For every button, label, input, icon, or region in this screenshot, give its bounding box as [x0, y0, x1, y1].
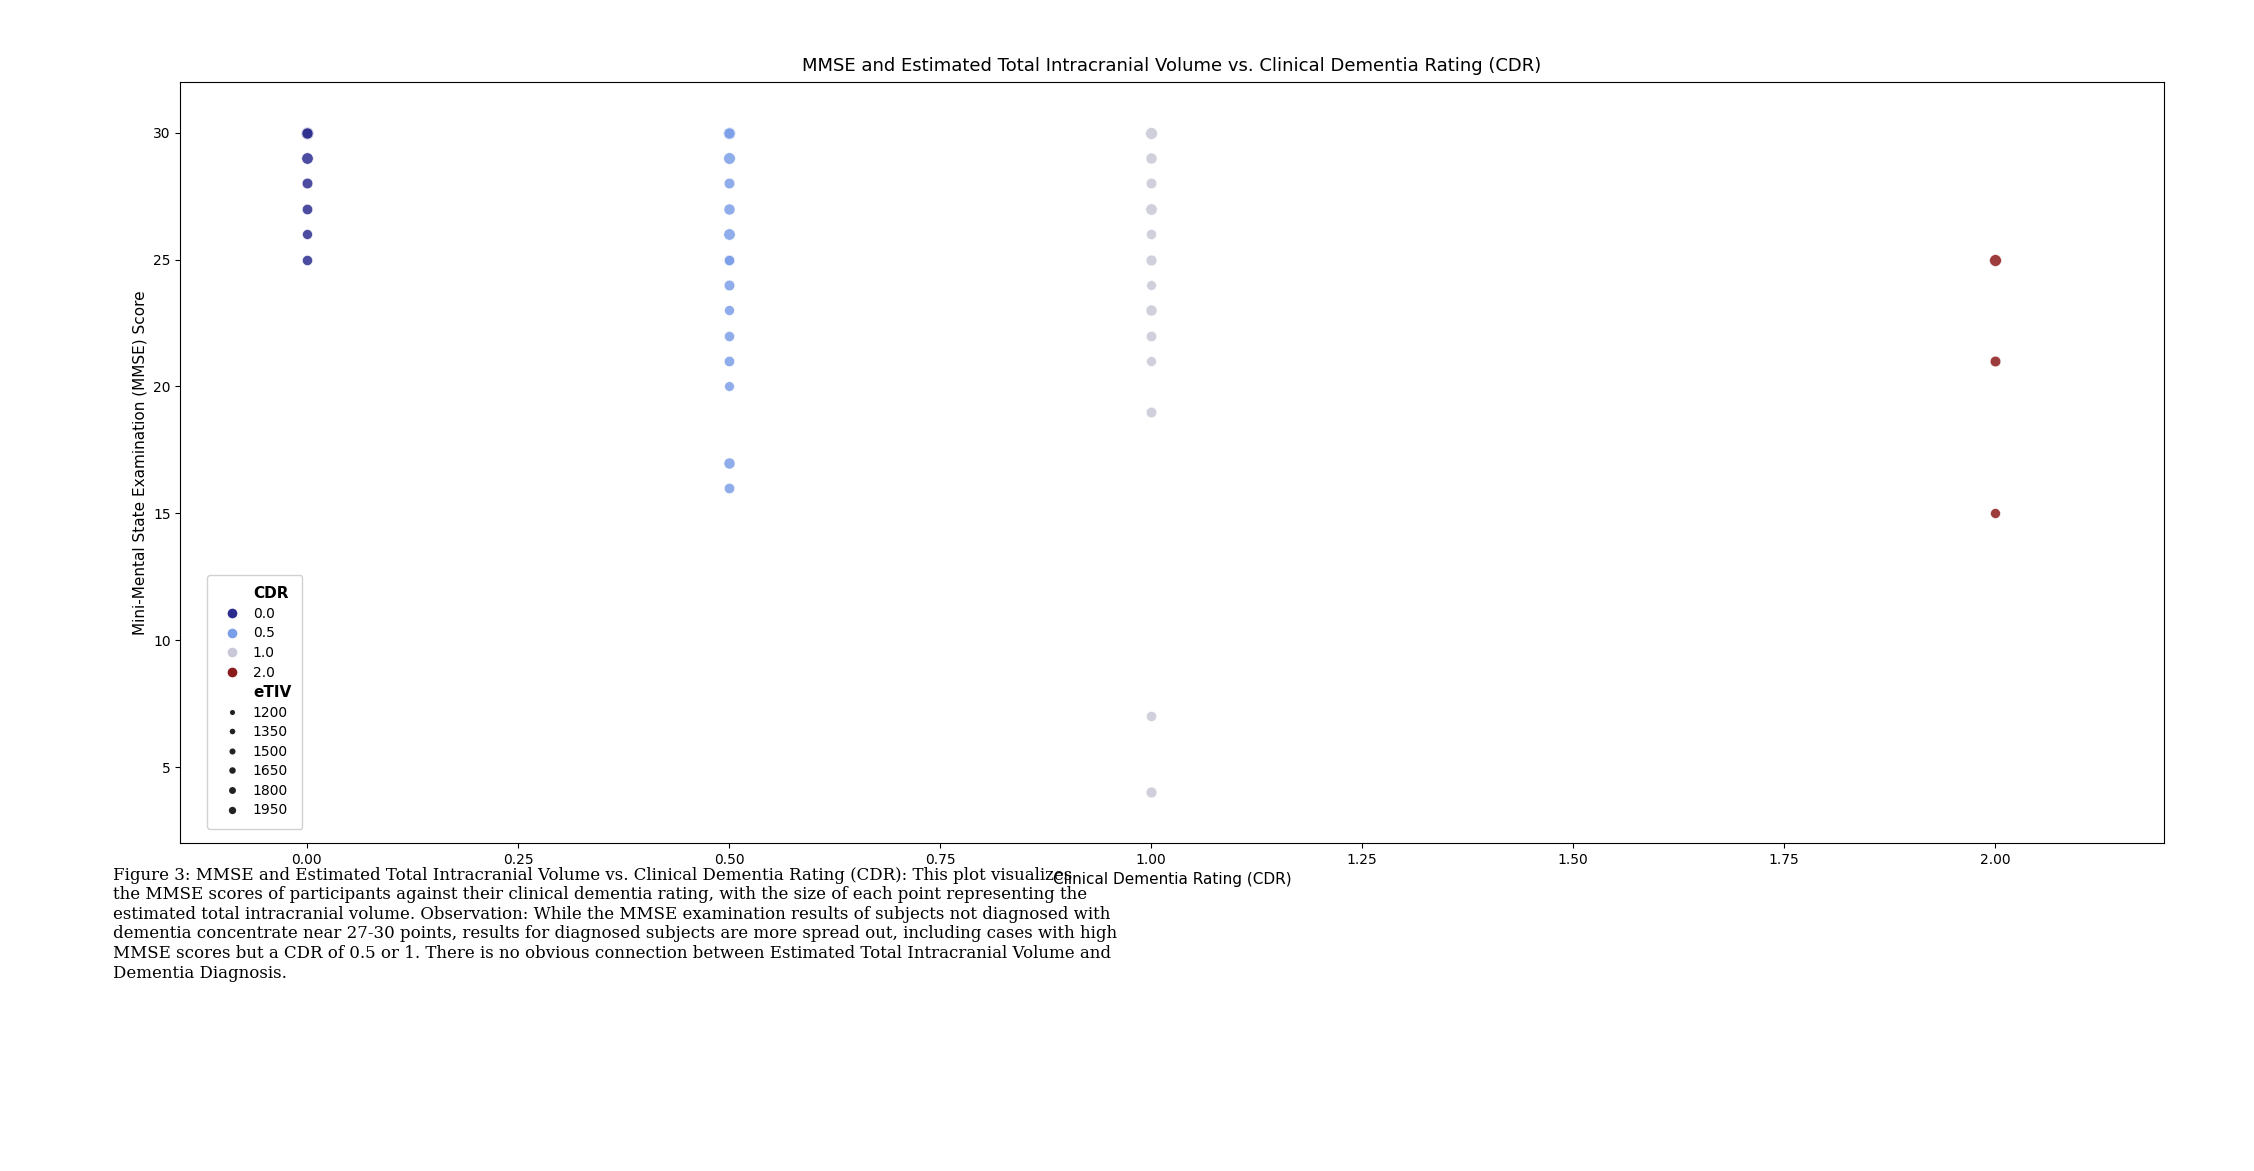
Point — [710, 377, 746, 396]
Point — [1134, 123, 1170, 142]
Point — [710, 123, 746, 142]
Point — [1134, 225, 1170, 244]
Point — [1134, 251, 1170, 269]
Text: Figure 3: MMSE and Estimated Total Intracranial Volume vs. Clinical Dementia Rat: Figure 3: MMSE and Estimated Total Intra… — [113, 867, 1116, 981]
Point — [710, 453, 746, 472]
Point — [289, 123, 325, 142]
Point — [1977, 351, 2013, 370]
Point — [710, 123, 746, 142]
Y-axis label: Mini-Mental State Examination (MMSE) Score: Mini-Mental State Examination (MMSE) Sco… — [133, 290, 147, 635]
Point — [710, 174, 746, 193]
Point — [289, 199, 325, 218]
Point — [1134, 174, 1170, 193]
Point — [1134, 149, 1170, 167]
Point — [710, 251, 746, 269]
X-axis label: Clinical Dementia Rating (CDR): Clinical Dementia Rating (CDR) — [1053, 872, 1292, 888]
Point — [710, 275, 746, 294]
Point — [289, 174, 325, 193]
Point — [1134, 403, 1170, 422]
Point — [710, 225, 746, 244]
Point — [710, 301, 746, 320]
Point — [1977, 251, 2013, 269]
Point — [289, 225, 325, 244]
Point — [710, 251, 746, 269]
Point — [710, 351, 746, 370]
Point — [710, 199, 746, 218]
Point — [1134, 783, 1170, 802]
Point — [289, 123, 325, 142]
Point — [1134, 199, 1170, 218]
Point — [1134, 707, 1170, 726]
Point — [710, 479, 746, 498]
Point — [289, 149, 325, 167]
Point — [1134, 301, 1170, 320]
Point — [1977, 504, 2013, 522]
Point — [1134, 275, 1170, 294]
Point — [710, 149, 746, 167]
Point — [289, 251, 325, 269]
Point — [1134, 327, 1170, 345]
Title: MMSE and Estimated Total Intracranial Volume vs. Clinical Dementia Rating (CDR): MMSE and Estimated Total Intracranial Vo… — [802, 57, 1542, 75]
Legend: CDR, 0.0, 0.5, 1.0, 2.0, eTIV, 1200, 1350, 1500, 1650, 1800, 1950: CDR, 0.0, 0.5, 1.0, 2.0, eTIV, 1200, 135… — [207, 575, 302, 829]
Point — [1134, 351, 1170, 370]
Point — [710, 327, 746, 345]
